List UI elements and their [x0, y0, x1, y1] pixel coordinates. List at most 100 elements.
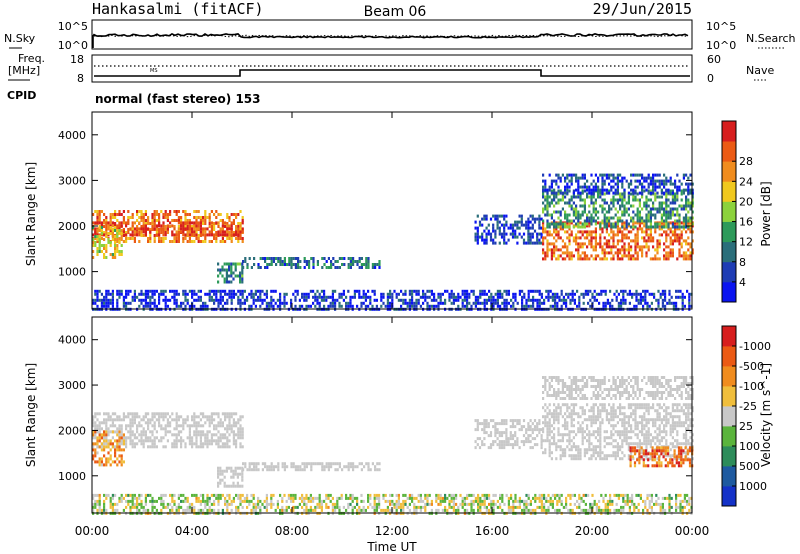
power-cell: [234, 262, 237, 266]
power-cell: [676, 236, 679, 240]
power-cell: [674, 201, 677, 205]
power-cell: [234, 268, 237, 272]
power-cell: [406, 304, 409, 308]
power-cell: [635, 292, 638, 296]
power-cell: [171, 233, 174, 237]
power-cell: [338, 266, 341, 269]
velocity-cell: [184, 418, 187, 422]
power-cell: [609, 304, 612, 308]
power-cell: [254, 292, 257, 296]
velocity-cell: [645, 430, 648, 434]
power-cell: [478, 235, 482, 239]
power-cell: [660, 233, 663, 237]
power-cell: [318, 292, 321, 296]
velocity-cell: [550, 436, 553, 440]
power-cell: [496, 289, 499, 293]
velocity-cell: [191, 439, 194, 443]
power-cell: [542, 224, 545, 228]
power-cell: [169, 210, 172, 213]
velocity-cell: [118, 460, 121, 464]
power-cell: [687, 191, 690, 195]
power-cell: [634, 242, 637, 246]
velocity-cell: [153, 424, 156, 428]
velocity-cell: [343, 465, 346, 469]
power-cell: [338, 257, 341, 260]
power-cell: [382, 292, 385, 296]
velocity-cell: [566, 424, 569, 428]
power-cell: [114, 238, 117, 241]
power-cell: [164, 225, 167, 228]
velocity-cell: [594, 451, 597, 455]
power-cell: [160, 224, 163, 228]
velocity-cell: [98, 412, 101, 416]
power-cell: [660, 225, 663, 229]
power-cell: [586, 216, 589, 220]
power-cell: [96, 253, 99, 256]
power-cell: [272, 289, 275, 293]
power-cell: [562, 301, 565, 305]
velocity-cell: [116, 439, 119, 443]
velocity-cell: [193, 418, 196, 422]
power-cell: [323, 298, 326, 302]
velocity-cell: [120, 439, 123, 443]
power-cell: [667, 188, 670, 192]
velocity-cell: [561, 448, 564, 452]
power-cell: [125, 289, 128, 293]
velocity-cell: [114, 424, 117, 428]
power-cell: [586, 213, 589, 217]
power-cell: [481, 223, 484, 227]
velocity-cell: [474, 446, 477, 450]
velocity-cell: [566, 406, 569, 410]
power-cell: [608, 233, 611, 237]
freq-left-tick-top: 18: [70, 53, 84, 66]
power-cell: [555, 248, 558, 252]
velocity-cell: [210, 418, 213, 422]
power-cell: [601, 227, 604, 231]
power-cell: [621, 254, 624, 258]
power-cell: [603, 198, 606, 202]
velocity-cell: [656, 412, 659, 416]
power-cell: [197, 210, 200, 213]
velocity-cell: [92, 436, 95, 440]
velocity-cell: [568, 412, 571, 416]
velocity-cell: [652, 418, 655, 422]
power-cell: [665, 182, 668, 186]
power-ytick-label: 3000: [58, 174, 86, 187]
power-cell: [665, 230, 668, 234]
power-cell: [213, 237, 216, 240]
velocity-cell: [590, 433, 593, 437]
power-cell: [224, 301, 227, 305]
power-cell: [572, 173, 575, 177]
power-cell: [210, 210, 213, 213]
power-cell: [433, 295, 436, 299]
velocity-cell: [191, 445, 194, 449]
power-cell: [636, 227, 639, 231]
power-cell: [180, 221, 183, 225]
power-cell: [645, 222, 648, 226]
power-cell: [656, 185, 659, 189]
velocity-cell: [365, 462, 368, 466]
velocity-cell: [548, 451, 551, 455]
power-cell: [477, 301, 480, 305]
velocity-cell: [498, 422, 501, 426]
power-cell: [579, 254, 582, 258]
power-cell: [338, 304, 341, 308]
power-cell: [197, 234, 200, 237]
velocity-cell: [228, 466, 231, 470]
power-cell: [485, 292, 488, 296]
velocity-cell: [199, 424, 202, 428]
velocity-cell: [94, 448, 97, 452]
power-cell: [588, 242, 591, 246]
power-cell: [560, 298, 563, 302]
power-cell: [581, 204, 584, 208]
power-cell: [594, 185, 597, 189]
power-cell: [685, 204, 688, 208]
velocity-cell: [572, 412, 575, 416]
velocity-cell: [538, 431, 541, 435]
velocity-cell: [505, 437, 508, 441]
power-cell: [483, 304, 486, 308]
power-cell: [210, 289, 213, 293]
velocity-cell: [98, 433, 101, 437]
power-cell: [136, 213, 139, 216]
velocity-cell: [555, 406, 558, 410]
